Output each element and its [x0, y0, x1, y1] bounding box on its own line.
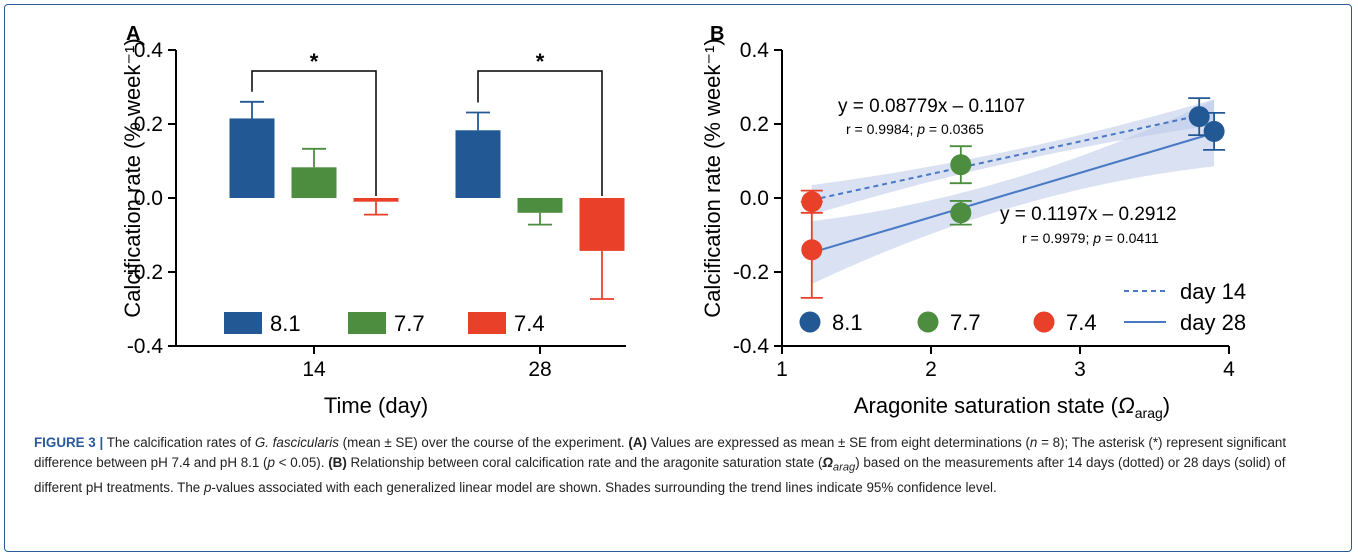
y-tick-label: 0.4: [740, 39, 770, 62]
y-tick-label: 0.0: [740, 187, 769, 210]
caption-species: G. fascicularis: [254, 435, 339, 450]
panel-b-scatter-chart: B 0.4 0.2 0.0 -0.2 -0.4 1 2 3 4 Calcification rate…: [700, 23, 1246, 421]
y-tick-label: 0.2: [740, 113, 769, 136]
bar-8.1-day-14: [229, 118, 275, 198]
legend-label-7.7: 7.7: [950, 310, 981, 335]
y-tick-label: -0.2: [733, 261, 769, 284]
bar-8.1-day-28: [455, 130, 501, 198]
legend-label-7.4: 7.4: [1066, 310, 1097, 335]
y-tick-label: 0.0: [134, 187, 163, 210]
legend-swatch-7.7: [348, 312, 386, 334]
fit-stats-day-28: r = 0.9979; p = 0.0411: [1022, 230, 1159, 246]
point-8.1-day-14: [1188, 106, 1210, 128]
legend-marker-7.7: [917, 311, 939, 333]
figure-frame: [4, 4, 1352, 552]
x-tick-label: 1: [776, 358, 788, 381]
bar-7.4-day-14: [353, 198, 399, 202]
bar-7.7-day-14: [291, 167, 337, 198]
legend-label-day-14: day 14: [1180, 279, 1246, 304]
caption-panel-b: (B): [328, 454, 347, 470]
legend-swatch-8.1: [224, 312, 262, 334]
point-7.4-day-28: [801, 239, 823, 261]
x-tick-label: 4: [1223, 358, 1235, 381]
panel-b-label: B: [710, 23, 724, 45]
legend-marker-8.1: [799, 311, 821, 333]
y-tick-label: 0.2: [134, 113, 163, 136]
fit-line-day-14: [811, 114, 1200, 201]
significance-asterisk: *: [310, 49, 319, 74]
legend-label-7.7: 7.7: [394, 311, 425, 336]
significance-bracket: [251, 70, 377, 196]
x-axis-title: Time (day): [324, 393, 428, 418]
y-tick-label: -0.4: [733, 335, 770, 358]
x-tick-label: 2: [925, 358, 937, 381]
confidence-band-day-14: [811, 99, 1215, 215]
caption-panel-a: (A): [628, 435, 647, 450]
y-tick-label: -0.4: [127, 335, 164, 358]
y-axis-title: Calcification rate (% week⁻¹): [700, 38, 725, 317]
y-axis-title: Calcification rate (% week⁻¹): [120, 38, 145, 317]
legend-label-8.1: 8.1: [832, 310, 863, 335]
fit-stats-day-14: r = 0.9984; p = 0.0365: [846, 121, 984, 137]
x-axis-title: Aragonite saturation state (Ωarag): [854, 393, 1170, 421]
figure-caption: FIGURE 3 | The calcification rates of G.…: [34, 435, 1287, 495]
legend-label-8.1: 8.1: [270, 311, 301, 336]
legend-swatch-7.4: [468, 312, 506, 334]
legend-label-7.4: 7.4: [514, 311, 545, 336]
significance-asterisk: *: [536, 49, 545, 74]
significance-bracket: [477, 70, 603, 196]
y-tick-label: -0.2: [127, 261, 163, 284]
bar-7.7-day-28: [517, 198, 563, 213]
x-tick-label: 3: [1074, 358, 1086, 381]
panel-a-label: A: [126, 23, 140, 45]
legend-marker-7.4: [1033, 311, 1055, 333]
caption-label: FIGURE 3 |: [34, 435, 104, 450]
fit-line-day-28: [811, 132, 1215, 254]
x-tick-label: 28: [528, 358, 551, 381]
fit-equation-day-28: y = 0.1197x – 0.2912: [1000, 204, 1177, 225]
point-8.1-day-28: [1203, 120, 1225, 142]
point-7.7-day-28: [950, 202, 972, 224]
fit-equation-day-14: y = 0.08779x – 0.1107: [838, 96, 1025, 117]
y-tick-label: 0.4: [134, 39, 164, 62]
x-tick-label: 14: [302, 358, 326, 381]
point-7.7-day-14: [950, 154, 972, 176]
legend-label-day-28: day 28: [1180, 310, 1246, 335]
bar-7.4-day-28: [579, 198, 625, 251]
panel-a-bar-chart: A0.4 0.2 0.0 -0.2 -0.4 Calcification rate (% …: [120, 23, 626, 418]
